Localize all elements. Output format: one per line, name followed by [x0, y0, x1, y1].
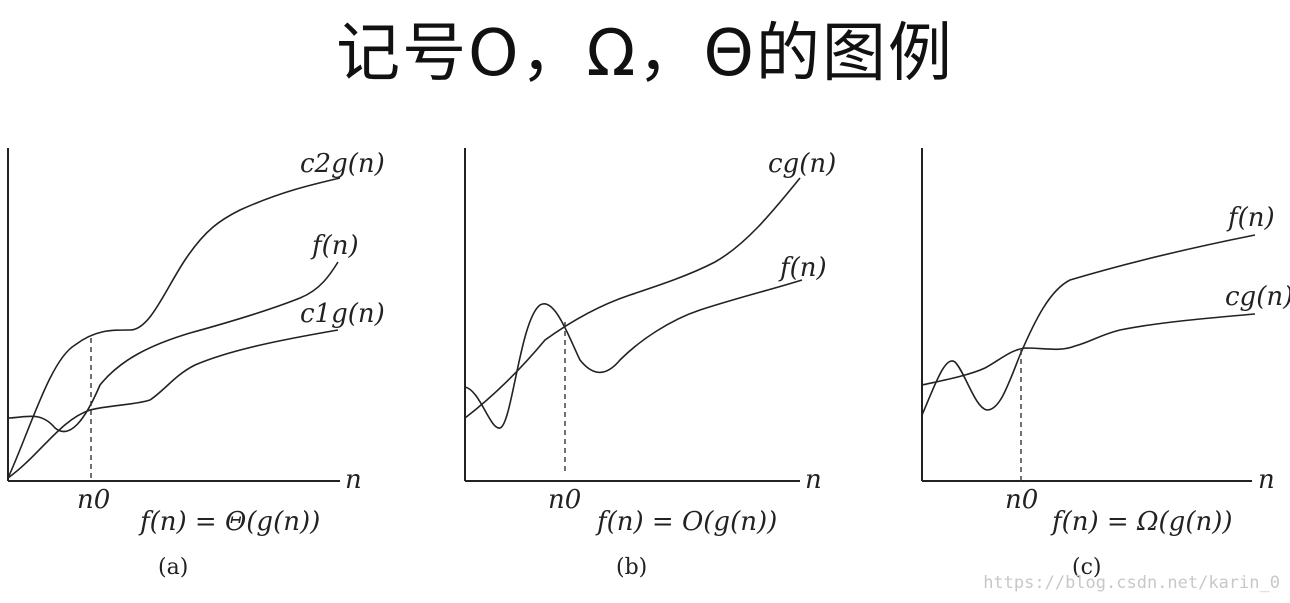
panel-a-label-f: f(n) [310, 231, 359, 261]
panel-c-x-label: n [1258, 465, 1275, 495]
panel-c-cg-curve [921, 313, 1256, 386]
panel-a-sublabel: (a) [158, 555, 188, 580]
panel-a-threshold-label: n0 [77, 485, 110, 515]
panel-c-threshold-label: n0 [1005, 485, 1038, 515]
panel-c-f-curve [921, 234, 1256, 416]
panel-b: cg(n) f(n) n n0 f(n) = O(g(n)) (b) [464, 148, 836, 580]
watermark: https://blog.csdn.net/karin_0 [983, 573, 1280, 593]
panel-a-f-curve [7, 261, 339, 433]
panel-a-formula: f(n) = Θ(g(n)) [138, 507, 320, 537]
panel-b-f-curve [464, 279, 803, 429]
panel-c-label-cg: cg(n) [1225, 282, 1290, 312]
panel-c-label-f: f(n) [1226, 203, 1275, 233]
panel-b-sublabel: (b) [616, 555, 647, 580]
panel-c-formula: f(n) = Ω(g(n)) [1050, 507, 1233, 537]
panel-b-x-label: n [805, 465, 822, 495]
panel-b-label-f: f(n) [778, 253, 827, 283]
panel-a-x-label: n [345, 465, 362, 495]
panel-a-label-c1g: c1g(n) [300, 299, 385, 329]
panel-c: f(n) cg(n) n n0 f(n) = Ω(g(n)) (c) [921, 148, 1290, 580]
panel-b-cg-curve [464, 177, 801, 419]
panel-a-c2g-curve [7, 177, 341, 479]
panel-b-formula: f(n) = O(g(n)) [595, 507, 777, 537]
panel-a: c2g(n) f(n) c1g(n) n n0 f(n) = Θ(g(n)) (… [7, 148, 385, 580]
page-title: 记号O，Ω，Θ的图例 [336, 17, 954, 91]
panel-a-label-c2g: c2g(n) [300, 149, 385, 179]
panel-b-label-cg: cg(n) [768, 149, 836, 179]
panel-b-threshold-label: n0 [548, 485, 581, 515]
panel-a-c1g-curve [7, 329, 339, 479]
panel-c-sublabel: (c) [1072, 555, 1102, 580]
